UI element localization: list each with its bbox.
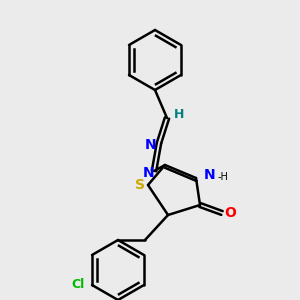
Text: N: N: [145, 138, 157, 152]
Text: -H: -H: [218, 172, 229, 182]
Text: H: H: [174, 109, 184, 122]
Text: N: N: [204, 168, 216, 182]
Text: N: N: [143, 166, 155, 180]
Text: O: O: [224, 206, 236, 220]
Text: Cl: Cl: [71, 278, 85, 292]
Text: S: S: [135, 178, 145, 192]
